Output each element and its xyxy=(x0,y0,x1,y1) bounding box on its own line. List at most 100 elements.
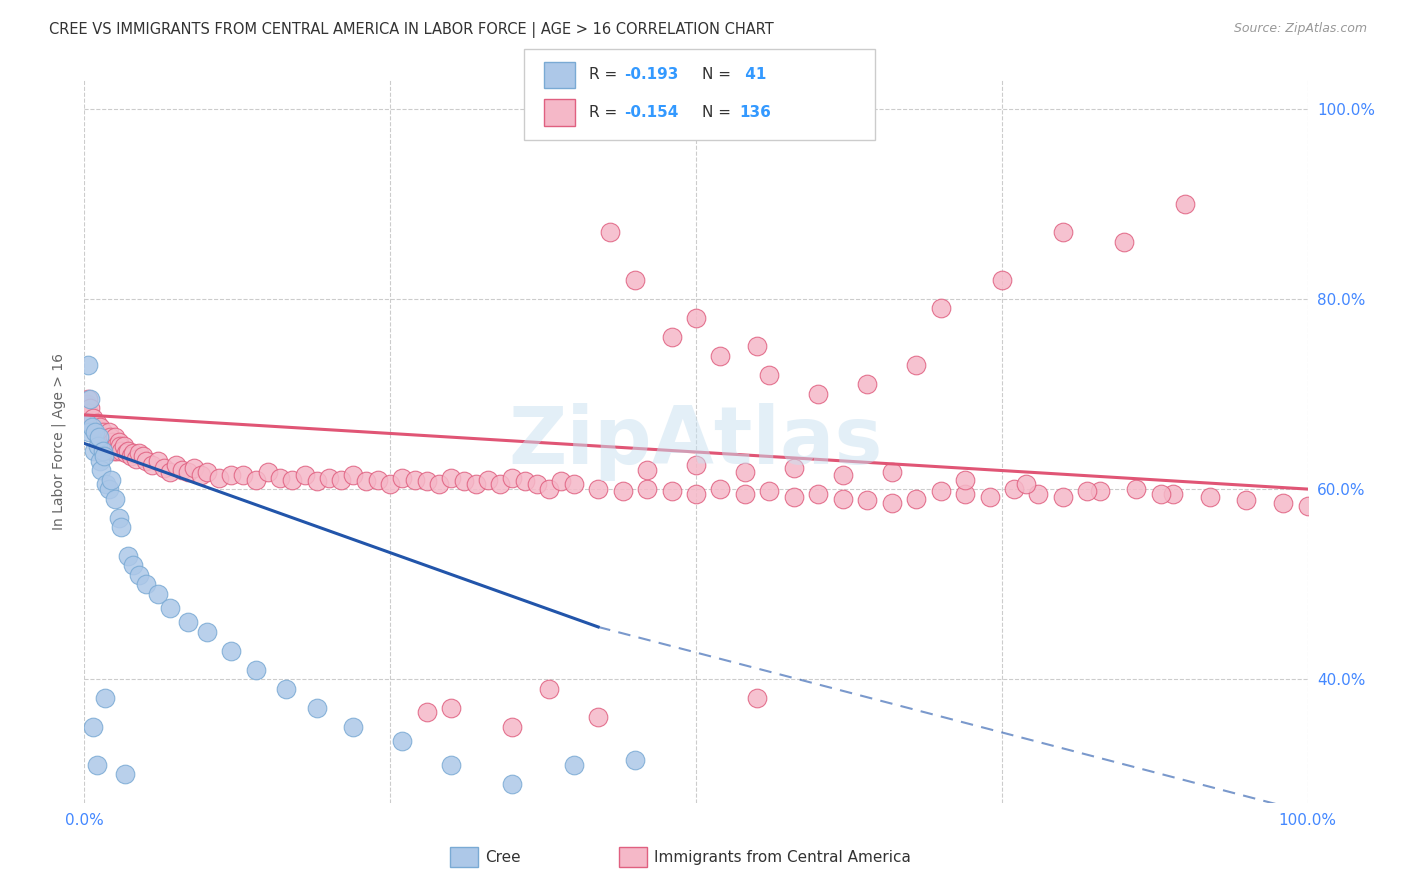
Point xyxy=(612,483,634,498)
Point xyxy=(929,301,952,316)
Point xyxy=(96,434,118,449)
Point xyxy=(110,444,132,458)
Point xyxy=(82,720,104,734)
Text: N =: N = xyxy=(702,105,735,120)
Point xyxy=(195,465,218,479)
Point xyxy=(91,444,114,458)
Point xyxy=(122,558,145,573)
Point xyxy=(91,425,114,439)
Point xyxy=(367,473,389,487)
Point xyxy=(440,700,463,714)
Point xyxy=(330,473,353,487)
Point xyxy=(391,734,413,748)
Point xyxy=(538,681,561,696)
Point xyxy=(110,520,132,534)
Point xyxy=(105,439,128,453)
Point xyxy=(1028,487,1050,501)
Point xyxy=(80,416,103,430)
Point xyxy=(856,377,879,392)
Point xyxy=(89,420,111,434)
Point xyxy=(117,444,139,458)
Point xyxy=(87,430,110,444)
Point xyxy=(1272,496,1295,510)
Point xyxy=(135,577,157,591)
Point xyxy=(391,471,413,485)
Text: R =: R = xyxy=(589,68,623,82)
Point xyxy=(661,330,683,344)
Point xyxy=(464,477,486,491)
Point xyxy=(1150,487,1173,501)
Point xyxy=(685,458,707,473)
Point xyxy=(709,349,731,363)
Point xyxy=(404,473,426,487)
Point xyxy=(98,430,121,444)
Point xyxy=(100,439,122,453)
Point xyxy=(105,444,128,458)
Point xyxy=(305,475,328,489)
Point xyxy=(107,510,129,524)
Point xyxy=(77,406,100,420)
Point xyxy=(734,487,756,501)
Point xyxy=(90,434,112,449)
Point xyxy=(734,465,756,479)
Point xyxy=(1198,490,1220,504)
Point xyxy=(101,434,124,449)
Point xyxy=(1296,499,1319,513)
Text: CREE VS IMMIGRANTS FROM CENTRAL AMERICA IN LABOR FORCE | AGE > 16 CORRELATION CH: CREE VS IMMIGRANTS FROM CENTRAL AMERICA … xyxy=(49,22,773,38)
Point xyxy=(1174,197,1197,211)
Point xyxy=(94,691,117,706)
Point xyxy=(979,490,1001,504)
Point xyxy=(758,368,780,382)
Point xyxy=(1015,477,1038,491)
Point xyxy=(86,757,108,772)
Point xyxy=(96,477,118,491)
Point xyxy=(427,477,450,491)
Point xyxy=(269,471,291,485)
Point xyxy=(477,473,499,487)
Point xyxy=(1076,483,1098,498)
Point xyxy=(128,446,150,460)
Point xyxy=(93,430,115,444)
Point xyxy=(245,473,267,487)
Point xyxy=(89,453,111,467)
Point xyxy=(526,477,548,491)
Point xyxy=(502,777,524,791)
Point xyxy=(502,720,524,734)
Point xyxy=(440,471,463,485)
Point xyxy=(82,410,104,425)
Point xyxy=(103,444,125,458)
Point xyxy=(880,465,903,479)
Point xyxy=(747,691,769,706)
Point xyxy=(905,359,928,373)
Point xyxy=(416,475,439,489)
Point xyxy=(94,439,117,453)
Point xyxy=(538,482,561,496)
Point xyxy=(709,482,731,496)
Point xyxy=(177,465,200,479)
Point xyxy=(177,615,200,630)
Point xyxy=(562,757,585,772)
Text: Source: ZipAtlas.com: Source: ZipAtlas.com xyxy=(1233,22,1367,36)
Point xyxy=(165,458,187,473)
Point xyxy=(416,706,439,720)
Point xyxy=(159,465,181,479)
Point xyxy=(856,493,879,508)
Point xyxy=(636,463,658,477)
Point xyxy=(318,471,340,485)
Point xyxy=(905,491,928,506)
Point xyxy=(685,310,707,325)
Point xyxy=(112,439,135,453)
Text: 41: 41 xyxy=(740,68,766,82)
Point xyxy=(624,753,647,767)
Point xyxy=(104,430,127,444)
Point xyxy=(685,487,707,501)
Point xyxy=(93,449,115,463)
Point xyxy=(1052,226,1074,240)
Point xyxy=(97,444,120,458)
Point xyxy=(87,439,110,453)
Point xyxy=(135,453,157,467)
Point xyxy=(76,396,98,410)
Text: -0.193: -0.193 xyxy=(624,68,679,82)
Point xyxy=(195,624,218,639)
Point xyxy=(132,449,155,463)
